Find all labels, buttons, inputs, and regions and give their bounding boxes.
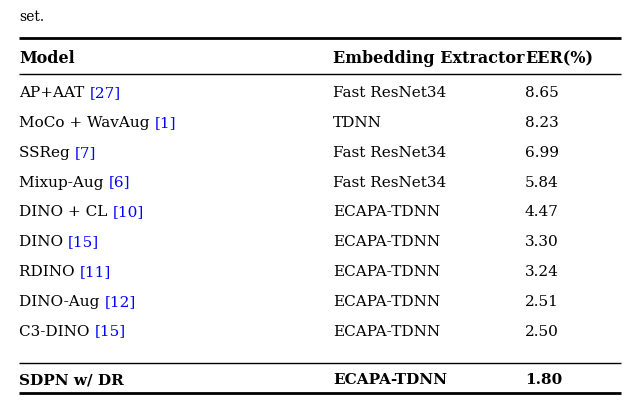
Text: Model: Model (19, 50, 75, 67)
Text: TDNN: TDNN (333, 116, 381, 130)
Text: DINO-Aug: DINO-Aug (19, 294, 104, 308)
Text: [12]: [12] (104, 294, 136, 308)
Text: ECAPA-TDNN: ECAPA-TDNN (333, 294, 440, 308)
Text: Mixup-Aug: Mixup-Aug (19, 175, 109, 189)
Text: ECAPA-TDNN: ECAPA-TDNN (333, 235, 440, 249)
Text: C3-DINO: C3-DINO (19, 324, 95, 338)
Text: [27]: [27] (90, 86, 120, 100)
Text: SDPN w/ DR: SDPN w/ DR (19, 372, 124, 386)
Text: Fast ResNet34: Fast ResNet34 (333, 86, 446, 100)
Text: SSReg: SSReg (19, 145, 75, 159)
Text: DINO + CL: DINO + CL (19, 205, 113, 219)
Text: 8.65: 8.65 (525, 86, 559, 100)
Text: 6.99: 6.99 (525, 145, 559, 159)
Text: [6]: [6] (109, 175, 130, 189)
Text: [1]: [1] (155, 116, 176, 130)
Text: Embedding Extractor: Embedding Extractor (333, 50, 524, 67)
Text: 2.51: 2.51 (525, 294, 559, 308)
Text: Fast ResNet34: Fast ResNet34 (333, 145, 446, 159)
Text: 8.23: 8.23 (525, 116, 559, 130)
Text: set.: set. (19, 10, 44, 24)
Text: ECAPA-TDNN: ECAPA-TDNN (333, 205, 440, 219)
Text: MoCo + WavAug: MoCo + WavAug (19, 116, 155, 130)
Text: Fast ResNet34: Fast ResNet34 (333, 175, 446, 189)
Text: ECAPA-TDNN: ECAPA-TDNN (333, 324, 440, 338)
Text: ECAPA-TDNN: ECAPA-TDNN (333, 372, 447, 386)
Text: [15]: [15] (68, 235, 99, 249)
Text: [15]: [15] (95, 324, 125, 338)
Text: ECAPA-TDNN: ECAPA-TDNN (333, 264, 440, 278)
Text: 2.50: 2.50 (525, 324, 559, 338)
Text: 5.84: 5.84 (525, 175, 559, 189)
Text: [10]: [10] (113, 205, 144, 219)
Text: RDINO: RDINO (19, 264, 80, 278)
Text: 1.80: 1.80 (525, 372, 562, 386)
Text: AP+AAT: AP+AAT (19, 86, 90, 100)
Text: DINO: DINO (19, 235, 68, 249)
Text: 4.47: 4.47 (525, 205, 559, 219)
Text: 3.24: 3.24 (525, 264, 559, 278)
Text: [7]: [7] (75, 145, 96, 159)
Text: EER(%): EER(%) (525, 50, 593, 67)
Text: 3.30: 3.30 (525, 235, 559, 249)
Text: [11]: [11] (80, 264, 111, 278)
